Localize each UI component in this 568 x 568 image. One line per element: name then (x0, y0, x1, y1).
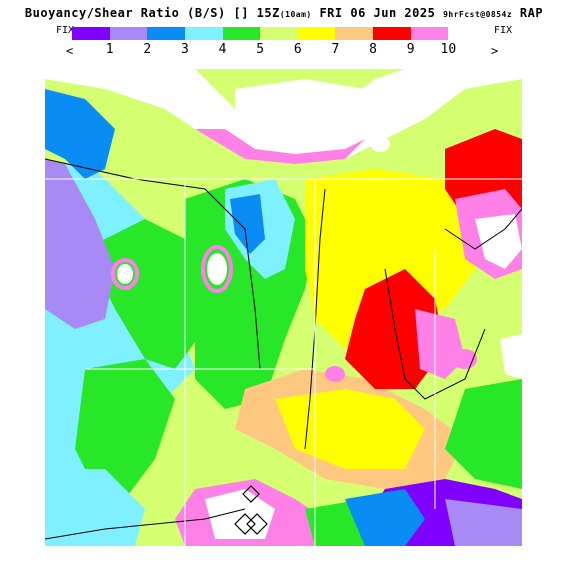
diamond-2 (246, 513, 268, 535)
blue-gulf-region (345, 489, 425, 546)
color-swatch-8 (373, 27, 411, 40)
white-spot-1 (207, 253, 227, 285)
border-southwest (45, 508, 246, 540)
border-northeast (444, 208, 522, 250)
lavender-west-region (45, 159, 115, 329)
color-swatch-10 (448, 27, 487, 40)
border-west (45, 158, 261, 370)
tick-label: 1 (105, 42, 114, 57)
white-north-center (235, 79, 375, 159)
title-forecast-info: 9hrFcst@0854z (443, 10, 513, 19)
previous-arrow[interactable]: < (66, 44, 74, 58)
tick-label: 5 (256, 42, 265, 57)
color-swatch-4 (222, 27, 261, 40)
yellow-south-region (275, 389, 425, 469)
diamond-3 (242, 485, 260, 503)
boundary-lines (45, 158, 522, 540)
white-spot-3 (370, 136, 390, 152)
blue-central-region (230, 194, 265, 254)
yellow-east-region (305, 169, 485, 349)
pink-east-region (415, 309, 465, 379)
white-east-region (500, 334, 522, 379)
tick-label: 7 (331, 42, 340, 57)
title-date: FRI 06 Jun 2025 (311, 6, 444, 20)
tick-label: 9 (406, 42, 415, 57)
title-model: RAP (512, 6, 544, 20)
color-scale-bar (72, 27, 487, 40)
color-swatch-1 (109, 27, 148, 40)
color-scale-ticks: 1 2 3 4 5 6 7 8 9 10 (0, 42, 568, 60)
tick-label: 8 (369, 42, 377, 57)
pink-spot-4 (325, 366, 345, 382)
green-southeast-region (445, 379, 522, 489)
white-north-region (45, 69, 522, 164)
next-arrow[interactable]: > (491, 44, 499, 58)
state-lines (45, 178, 522, 546)
pink-ring-1 (201, 245, 233, 293)
lavender-southeast-region (445, 499, 522, 546)
title-text: Buoyancy/Shear Ratio (B/S) [] 15Z (24, 6, 280, 20)
fix-right-label[interactable]: FIX (494, 25, 513, 36)
color-swatch-3 (184, 27, 223, 40)
color-swatch-9 (410, 27, 449, 40)
tick-label: 4 (218, 42, 227, 57)
tick-label: 2 (143, 42, 152, 57)
fix-left-label[interactable]: FIX (56, 25, 75, 36)
gulf-diamonds (234, 485, 268, 535)
color-swatch-0 (72, 27, 110, 40)
color-swatch-5 (260, 27, 298, 40)
cyan-southwest-region (45, 469, 145, 546)
tick-label: 3 (180, 42, 189, 57)
blue-west-region (45, 89, 115, 179)
color-swatch-2 (147, 27, 185, 40)
color-swatch-6 (297, 27, 336, 40)
border-east (384, 268, 486, 400)
white-gulf-region (205, 489, 275, 539)
title-local-time: (10am) (279, 10, 312, 19)
ratio-map (45, 69, 522, 546)
white-northeast-region (475, 214, 522, 269)
tick-label: 10 (440, 42, 457, 57)
green-southwest-region (75, 359, 175, 499)
pink-ring-2 (111, 258, 139, 290)
chart-title: Buoyancy/Shear Ratio (B/S) [] 15Z(10am) … (0, 6, 568, 20)
diamond-1 (234, 513, 256, 535)
tick-label: 6 (293, 42, 302, 57)
color-swatch-7 (335, 27, 374, 40)
white-spot-2 (117, 264, 133, 284)
pink-north-rim (195, 129, 365, 164)
green-west-region (85, 219, 215, 369)
